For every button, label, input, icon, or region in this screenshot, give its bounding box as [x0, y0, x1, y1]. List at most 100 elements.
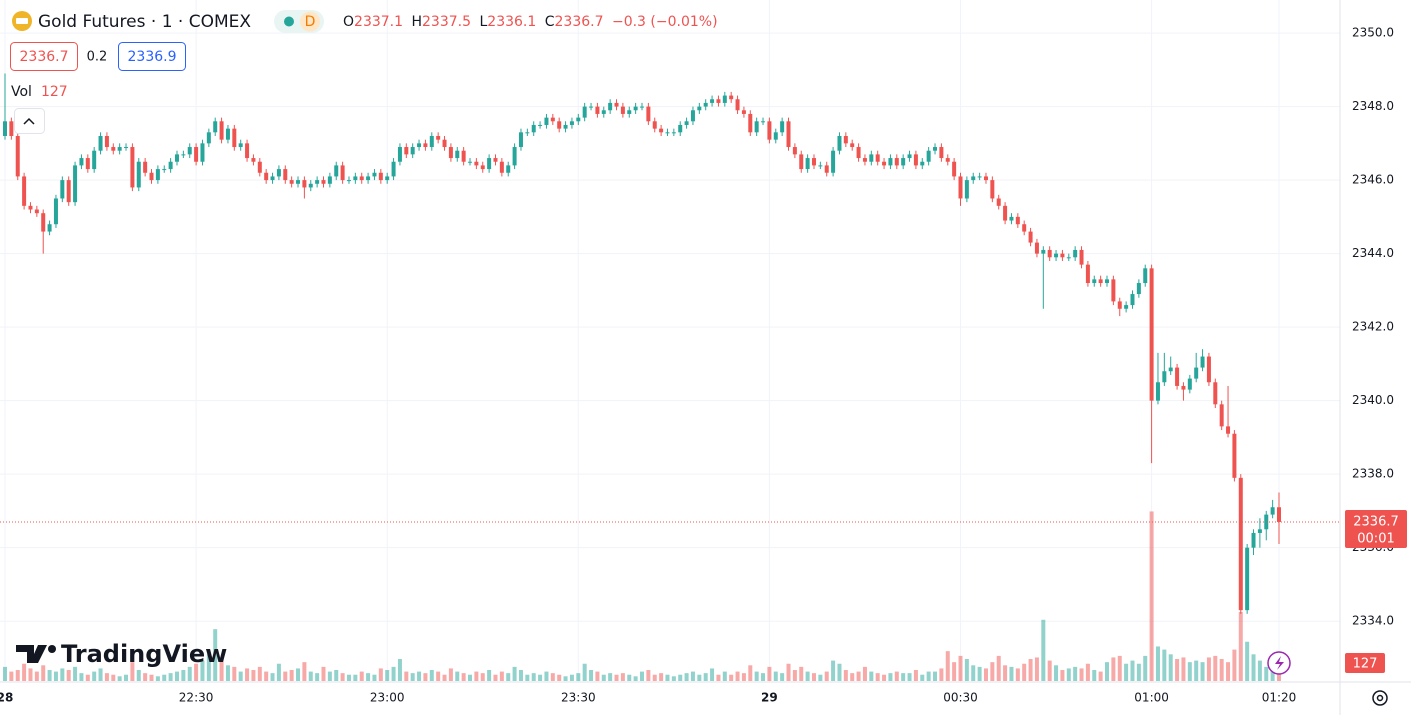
volume-bar	[557, 674, 562, 681]
volume-bar	[831, 660, 836, 681]
candle-body	[3, 121, 7, 136]
candle-body	[582, 106, 587, 118]
collapse-button[interactable]	[14, 108, 45, 134]
volume-bar	[117, 676, 122, 681]
buy-button[interactable]	[118, 42, 186, 71]
volume-bar	[1200, 662, 1205, 681]
volume-bar	[518, 670, 523, 681]
logo-text[interactable]: TradingView	[61, 640, 227, 668]
candle-body	[1219, 404, 1224, 427]
x-tick-label: 29	[761, 691, 778, 705]
candle-body	[544, 117, 549, 125]
volume-bar	[614, 674, 619, 681]
candle-body	[130, 147, 135, 188]
volume-bar	[945, 651, 950, 681]
candle-body	[60, 180, 65, 199]
volume-bar	[155, 676, 160, 681]
volume-bar	[595, 671, 600, 681]
candle-body	[34, 209, 39, 214]
volume-bar	[9, 671, 14, 681]
volume-bar	[1219, 659, 1224, 681]
x-tick-label: 00:30	[943, 691, 978, 705]
volume-bar	[92, 671, 97, 681]
candle-body	[735, 99, 740, 111]
volume-bar	[296, 668, 301, 681]
volume-bar	[73, 666, 78, 681]
volume-bar	[334, 670, 339, 681]
candle-body	[977, 176, 982, 178]
candle-body	[47, 224, 52, 232]
candle-body	[385, 176, 390, 181]
candle-body	[461, 150, 466, 162]
volume-bar	[862, 666, 867, 681]
volume-bar	[601, 674, 606, 681]
volume-bar	[232, 666, 237, 681]
candle-body	[563, 124, 568, 129]
volume-bar	[28, 668, 33, 681]
volume-bar	[780, 673, 785, 681]
candle-body	[9, 121, 14, 136]
volume-bar	[652, 674, 657, 681]
volume-label: Vol	[11, 84, 32, 100]
candle-body	[754, 121, 759, 133]
volume-bar	[671, 676, 676, 681]
volume-bar	[1143, 655, 1148, 681]
candle-body	[66, 180, 71, 203]
volume-bar	[544, 671, 549, 681]
volume-bar	[1136, 663, 1141, 681]
volume-bar	[576, 673, 581, 681]
volume-bar	[1098, 671, 1103, 681]
candle-body	[767, 121, 772, 140]
volume-bar	[805, 671, 810, 681]
volume-pane	[3, 511, 1281, 681]
volume-bar	[168, 673, 173, 681]
candle-body	[15, 136, 20, 177]
candle-body	[748, 113, 753, 133]
candle-body	[327, 176, 332, 184]
volume-bar	[678, 674, 683, 681]
volume-bar	[124, 674, 129, 681]
sell-button[interactable]	[10, 42, 78, 71]
volume-bar	[1009, 666, 1014, 681]
volume-bar	[143, 673, 148, 681]
volume-bar	[378, 668, 383, 681]
volume-bar	[1079, 668, 1084, 681]
volume-bar	[493, 674, 498, 681]
volume-bar	[1034, 657, 1039, 681]
candle-body	[181, 154, 186, 156]
candle-body	[697, 106, 702, 111]
candle-body	[213, 121, 218, 133]
volume-bar	[391, 666, 396, 681]
volume-bar	[385, 670, 390, 681]
candle-body	[455, 150, 460, 159]
volume-bar	[608, 673, 613, 681]
candle-body	[264, 172, 269, 181]
candle-body	[1041, 249, 1046, 254]
volume-bar	[1245, 641, 1250, 681]
candle-body	[1111, 279, 1116, 302]
volume-bar	[901, 673, 906, 681]
candle-body	[225, 128, 230, 140]
volume-bar	[824, 671, 829, 681]
settings-button[interactable]	[1372, 690, 1388, 706]
candle-body	[1277, 507, 1281, 522]
volume-bar	[837, 663, 842, 681]
volume-bar	[569, 674, 574, 681]
symbol-title[interactable]: Gold Futures · 1 · COMEX	[38, 12, 251, 32]
volume-bar	[690, 671, 695, 681]
volume-bar	[315, 673, 320, 681]
volume-bar	[98, 668, 103, 681]
candle-body	[945, 158, 950, 162]
candle-body	[652, 121, 657, 129]
collapse-icon	[23, 117, 35, 125]
candle-body	[1270, 507, 1275, 515]
volume-bar	[1047, 660, 1052, 681]
candle-body	[888, 158, 893, 166]
volume-bar	[684, 673, 689, 681]
candle-body	[359, 176, 364, 181]
volume-bar	[257, 666, 262, 681]
candle-body	[569, 121, 574, 125]
volume-bar	[1028, 659, 1033, 681]
candle-body	[550, 117, 555, 122]
candle-body	[174, 154, 179, 162]
